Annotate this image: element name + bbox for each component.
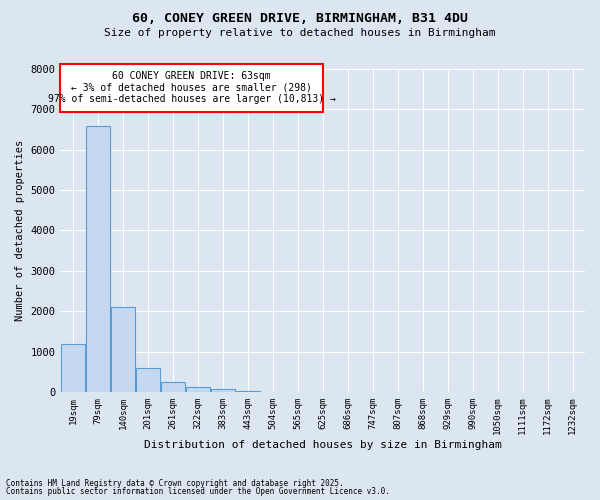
Text: 60, CONEY GREEN DRIVE, BIRMINGHAM, B31 4DU: 60, CONEY GREEN DRIVE, BIRMINGHAM, B31 4… <box>132 12 468 26</box>
Text: Size of property relative to detached houses in Birmingham: Size of property relative to detached ho… <box>104 28 496 38</box>
Bar <box>236 390 260 392</box>
Bar <box>211 389 235 392</box>
Text: 60 CONEY GREEN DRIVE: 63sqm
← 3% of detached houses are smaller (298)
97% of sem: 60 CONEY GREEN DRIVE: 63sqm ← 3% of deta… <box>47 71 335 104</box>
Bar <box>161 382 185 392</box>
Bar <box>61 344 85 392</box>
Text: Contains public sector information licensed under the Open Government Licence v3: Contains public sector information licen… <box>6 487 390 496</box>
Bar <box>86 126 110 392</box>
Bar <box>186 387 209 392</box>
Bar <box>111 307 135 392</box>
X-axis label: Distribution of detached houses by size in Birmingham: Distribution of detached houses by size … <box>144 440 502 450</box>
Text: Contains HM Land Registry data © Crown copyright and database right 2025.: Contains HM Land Registry data © Crown c… <box>6 478 344 488</box>
Bar <box>136 368 160 392</box>
Y-axis label: Number of detached properties: Number of detached properties <box>15 140 25 321</box>
